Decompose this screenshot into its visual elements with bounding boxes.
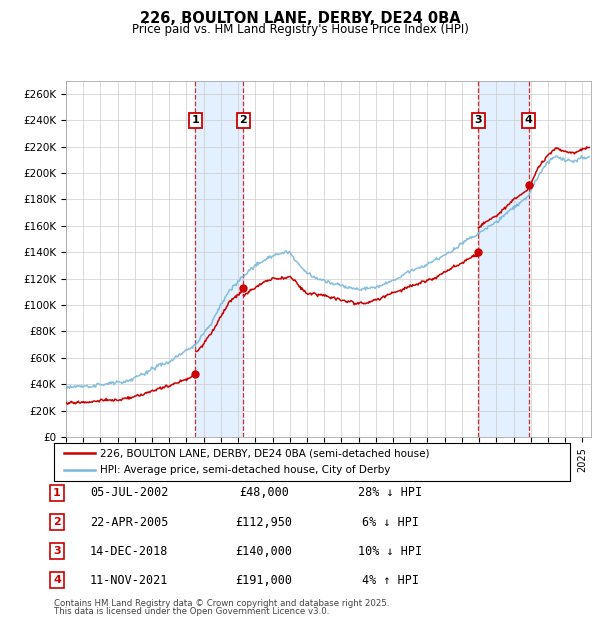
Text: 4: 4 [524, 115, 532, 125]
Bar [478, 81, 529, 437]
Text: £112,950: £112,950 [235, 516, 293, 528]
Text: £48,000: £48,000 [239, 487, 289, 499]
Text: £140,000: £140,000 [235, 545, 293, 557]
Text: £191,000: £191,000 [235, 574, 293, 587]
Bar [196, 81, 243, 437]
Text: 3: 3 [53, 546, 61, 556]
Text: 1: 1 [191, 115, 199, 125]
Text: Contains HM Land Registry data © Crown copyright and database right 2025.: Contains HM Land Registry data © Crown c… [54, 600, 389, 608]
Text: 4% ↑ HPI: 4% ↑ HPI [361, 574, 419, 587]
Text: 22-APR-2005: 22-APR-2005 [90, 516, 168, 528]
Text: HPI: Average price, semi-detached house, City of Derby: HPI: Average price, semi-detached house,… [100, 466, 391, 476]
Text: 11-NOV-2021: 11-NOV-2021 [90, 574, 168, 587]
Text: 14-DEC-2018: 14-DEC-2018 [90, 545, 168, 557]
Text: 10% ↓ HPI: 10% ↓ HPI [358, 545, 422, 557]
Text: 3: 3 [475, 115, 482, 125]
Text: 05-JUL-2002: 05-JUL-2002 [90, 487, 168, 499]
Text: 4: 4 [53, 575, 61, 585]
Text: 226, BOULTON LANE, DERBY, DE24 0BA: 226, BOULTON LANE, DERBY, DE24 0BA [140, 11, 460, 26]
Text: 6% ↓ HPI: 6% ↓ HPI [361, 516, 419, 528]
Text: 28% ↓ HPI: 28% ↓ HPI [358, 487, 422, 499]
Text: 226, BOULTON LANE, DERBY, DE24 0BA (semi-detached house): 226, BOULTON LANE, DERBY, DE24 0BA (semi… [100, 448, 430, 458]
Text: Price paid vs. HM Land Registry's House Price Index (HPI): Price paid vs. HM Land Registry's House … [131, 23, 469, 36]
Text: 2: 2 [239, 115, 247, 125]
Text: 2: 2 [53, 517, 61, 527]
Text: 1: 1 [53, 488, 61, 498]
Text: This data is licensed under the Open Government Licence v3.0.: This data is licensed under the Open Gov… [54, 607, 329, 616]
